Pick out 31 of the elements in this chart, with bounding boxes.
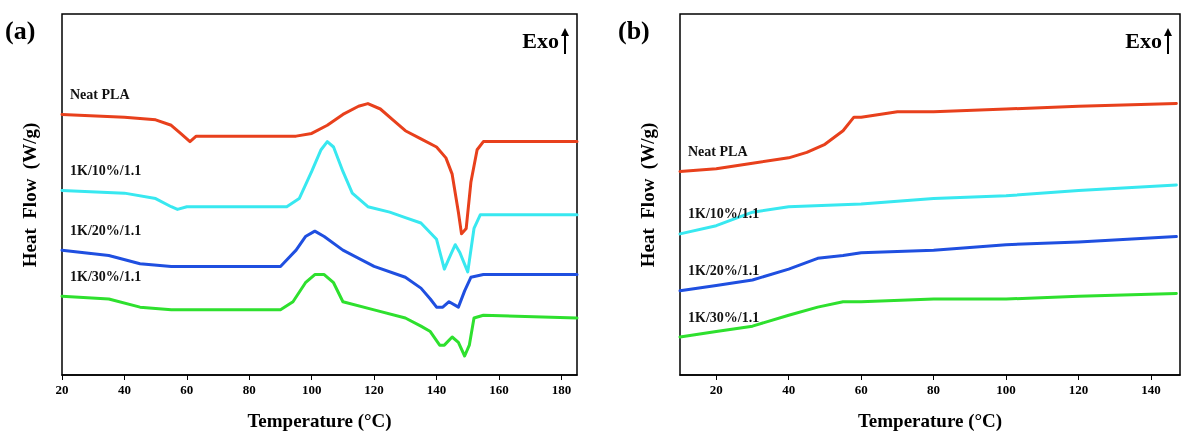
y-axis-title: Heat Flow (W/g) (18, 122, 41, 267)
chart-title: (b) (618, 15, 650, 45)
x-axis-title: Temperature (°C) (857, 410, 1003, 432)
x-tick-label: 100 (996, 382, 1016, 397)
x-axis-title: Temperature (°C) (247, 410, 392, 432)
text: Exo (522, 28, 559, 54)
x-tick-label: 140 (1141, 382, 1161, 397)
x-tick-label: 60 (180, 382, 194, 397)
x-tick-label: 80 (927, 382, 941, 397)
y-axis-title: Heat Flow (W/g) (636, 122, 659, 267)
x-tick-label: 120 (1068, 382, 1089, 397)
x-tick-label: 80 (242, 382, 256, 397)
series-label: Neat PLA (70, 86, 131, 102)
x-tick-label: 180 (551, 382, 572, 397)
series-label: 1K/20%/1.1 (688, 263, 760, 279)
x-tick-label: 160 (489, 382, 509, 397)
x-tick-label: 120 (364, 382, 384, 397)
x-tick-label: 60 (854, 382, 868, 397)
x-tick-label: 140 (426, 382, 447, 397)
x-tick-label: 20 (55, 382, 69, 397)
text: Exo (1125, 28, 1162, 54)
x-tick-label: 100 (301, 382, 322, 397)
chart-title: (a) (5, 15, 36, 45)
series-label: 1K/20%/1.1 (70, 222, 142, 238)
series-label: 1K/30%/1.1 (70, 268, 142, 284)
x-tick-label: 40 (782, 382, 796, 397)
x-tick-label: 40 (117, 382, 131, 397)
series-label: Neat PLA (688, 143, 749, 159)
x-tick-label: 20 (709, 382, 723, 397)
series-label: 1K/30%/1.1 (688, 309, 760, 325)
series-label: 1K/10%/1.1 (70, 162, 142, 178)
